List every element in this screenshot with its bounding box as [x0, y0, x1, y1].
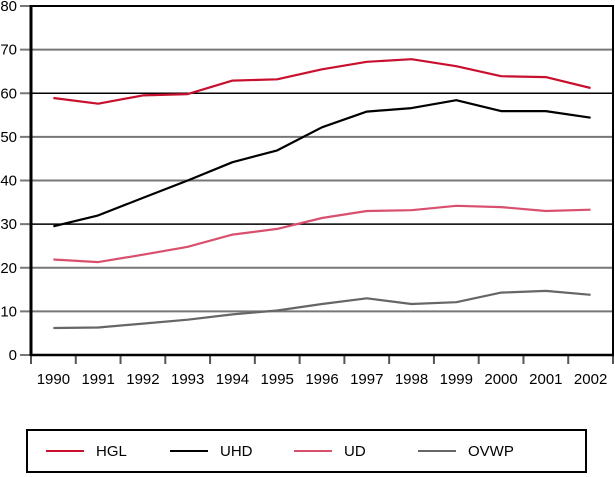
legend-item-ovwp: OVWP — [418, 431, 514, 471]
x-tick-label-1997: 1997 — [350, 371, 383, 388]
y-tick-label-20: 20 — [0, 260, 17, 277]
x-tick-label-1994: 1994 — [216, 371, 249, 388]
legend-swatch-ud — [294, 450, 332, 452]
series-line-uhd — [53, 99, 591, 228]
y-tick-label-10: 10 — [0, 303, 17, 320]
legend-item-ud: UD — [294, 431, 366, 471]
x-tick-label-1996: 1996 — [305, 371, 338, 388]
y-tick-label-60: 60 — [0, 85, 17, 102]
y-tick-label-50: 50 — [0, 129, 17, 146]
y-tick-label-30: 30 — [0, 216, 17, 233]
legend-label-ovwp: OVWP — [468, 442, 514, 460]
legend-item-uhd: UHD — [170, 431, 253, 471]
legend: HGL UHD UD OVWP — [26, 429, 587, 473]
y-tick-label-0: 0 — [9, 347, 17, 364]
legend-swatch-ovwp — [418, 450, 456, 452]
x-axis: 1990 1991 1992 1993 1994 1995 1996 1997 1998 1999… — [30, 355, 614, 388]
series-lines — [53, 58, 591, 330]
x-tick-label-2001: 2001 — [529, 371, 562, 388]
series-line-ovwp — [53, 289, 591, 330]
legend-label-ud: UD — [344, 442, 366, 460]
legend-item-hgl: HGL — [46, 431, 127, 471]
x-tick-label-1995: 1995 — [261, 371, 294, 388]
y-tick-label-70: 70 — [0, 42, 17, 59]
x-tick-label-1992: 1992 — [126, 371, 159, 388]
x-tick-label-2002: 2002 — [574, 371, 607, 388]
y-tick-label-80: 80 — [0, 0, 17, 15]
x-tick-label-2000: 2000 — [484, 371, 517, 388]
x-tick-label-1991: 1991 — [81, 371, 114, 388]
y-axis: 0 10 20 30 40 50 60 70 80 — [0, 0, 31, 364]
plot-frame — [29, 5, 614, 357]
x-tick-label-1993: 1993 — [171, 371, 204, 388]
x-tick-label-1998: 1998 — [395, 371, 428, 388]
legend-label-hgl: HGL — [96, 442, 127, 460]
x-tick-label-1990: 1990 — [37, 371, 70, 388]
series-line-ud — [53, 204, 591, 264]
legend-swatch-hgl — [46, 450, 84, 452]
y-tick-label-40: 40 — [0, 173, 17, 190]
gridlines — [31, 5, 613, 313]
legend-label-uhd: UHD — [220, 442, 253, 460]
legend-swatch-uhd — [170, 450, 208, 452]
x-tick-label-1999: 1999 — [440, 371, 473, 388]
series-line-hgl — [53, 58, 591, 105]
